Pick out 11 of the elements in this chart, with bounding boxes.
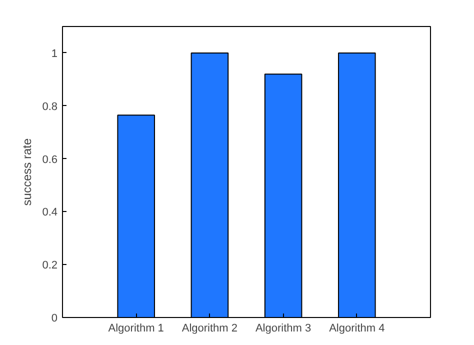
x-tick-label: Algorithm 2 — [182, 322, 238, 334]
y-axis-title: success rate — [20, 138, 34, 206]
x-tick-label: Algorithm 4 — [329, 322, 385, 334]
y-tick-label: 1 — [51, 48, 58, 60]
y-tick-label: 0.8 — [42, 100, 58, 113]
y-tick-label: 0.4 — [42, 206, 58, 219]
x-tick-label: Algorithm 1 — [108, 322, 164, 334]
y-tick-label: 0.6 — [42, 154, 58, 166]
y-tick-label: 0.2 — [42, 260, 58, 272]
y-tick-label: 0 — [51, 312, 58, 324]
x-tick-label: Algorithm 3 — [255, 322, 312, 334]
